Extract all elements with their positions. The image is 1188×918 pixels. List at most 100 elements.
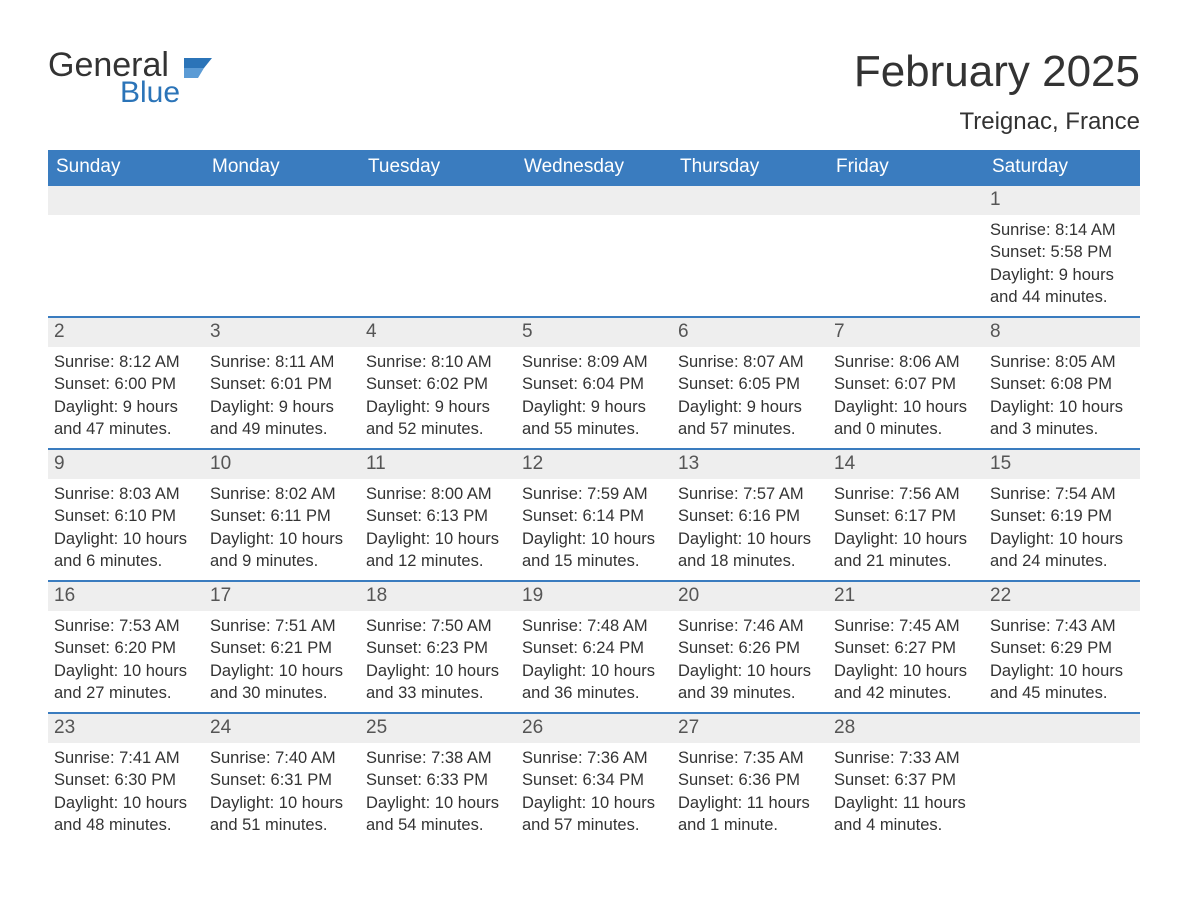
day-number: 19 bbox=[516, 580, 672, 611]
day-number: 2 bbox=[48, 316, 204, 347]
day-details: Sunrise: 7:56 AMSunset: 6:17 PMDaylight:… bbox=[828, 479, 984, 578]
sunset-line: Sunset: 6:21 PM bbox=[210, 637, 354, 659]
calendar-week: 2Sunrise: 8:12 AMSunset: 6:00 PMDaylight… bbox=[48, 316, 1140, 448]
calendar-cell bbox=[516, 184, 672, 316]
day-number: 20 bbox=[672, 580, 828, 611]
day-details: Sunrise: 8:12 AMSunset: 6:00 PMDaylight:… bbox=[48, 347, 204, 446]
day-details: Sunrise: 8:06 AMSunset: 6:07 PMDaylight:… bbox=[828, 347, 984, 446]
daylight-line: Daylight: 10 hours and 27 minutes. bbox=[54, 660, 198, 705]
empty-day-bar bbox=[984, 712, 1140, 743]
calendar-week: 9Sunrise: 8:03 AMSunset: 6:10 PMDaylight… bbox=[48, 448, 1140, 580]
daylight-line: Daylight: 10 hours and 21 minutes. bbox=[834, 528, 978, 573]
sunrise-line: Sunrise: 8:12 AM bbox=[54, 351, 198, 373]
calendar-cell: 14Sunrise: 7:56 AMSunset: 6:17 PMDayligh… bbox=[828, 448, 984, 580]
daylight-line: Daylight: 10 hours and 57 minutes. bbox=[522, 792, 666, 837]
sunrise-line: Sunrise: 7:50 AM bbox=[366, 615, 510, 637]
day-number: 18 bbox=[360, 580, 516, 611]
daylight-line: Daylight: 10 hours and 12 minutes. bbox=[366, 528, 510, 573]
sunset-line: Sunset: 6:31 PM bbox=[210, 769, 354, 791]
day-number: 16 bbox=[48, 580, 204, 611]
sunrise-line: Sunrise: 7:45 AM bbox=[834, 615, 978, 637]
daylight-line: Daylight: 9 hours and 44 minutes. bbox=[990, 264, 1134, 309]
header-row: General Blue February 2025 Treignac, Fra… bbox=[48, 48, 1140, 136]
daylight-line: Daylight: 9 hours and 47 minutes. bbox=[54, 396, 198, 441]
empty-day-bar bbox=[828, 184, 984, 215]
day-details: Sunrise: 7:46 AMSunset: 6:26 PMDaylight:… bbox=[672, 611, 828, 710]
sunrise-line: Sunrise: 8:07 AM bbox=[678, 351, 822, 373]
day-details: Sunrise: 7:45 AMSunset: 6:27 PMDaylight:… bbox=[828, 611, 984, 710]
day-number: 12 bbox=[516, 448, 672, 479]
sunrise-line: Sunrise: 7:41 AM bbox=[54, 747, 198, 769]
daylight-line: Daylight: 10 hours and 54 minutes. bbox=[366, 792, 510, 837]
calendar-cell: 12Sunrise: 7:59 AMSunset: 6:14 PMDayligh… bbox=[516, 448, 672, 580]
day-number: 14 bbox=[828, 448, 984, 479]
calendar-cell: 23Sunrise: 7:41 AMSunset: 6:30 PMDayligh… bbox=[48, 712, 204, 844]
daylight-line: Daylight: 9 hours and 49 minutes. bbox=[210, 396, 354, 441]
day-number: 24 bbox=[204, 712, 360, 743]
calendar-cell: 6Sunrise: 8:07 AMSunset: 6:05 PMDaylight… bbox=[672, 316, 828, 448]
day-number: 9 bbox=[48, 448, 204, 479]
calendar-cell: 27Sunrise: 7:35 AMSunset: 6:36 PMDayligh… bbox=[672, 712, 828, 844]
day-number: 22 bbox=[984, 580, 1140, 611]
sunset-line: Sunset: 6:33 PM bbox=[366, 769, 510, 791]
sunrise-line: Sunrise: 7:46 AM bbox=[678, 615, 822, 637]
calendar-table: SundayMondayTuesdayWednesdayThursdayFrid… bbox=[48, 150, 1140, 844]
calendar-cell: 16Sunrise: 7:53 AMSunset: 6:20 PMDayligh… bbox=[48, 580, 204, 712]
calendar-cell: 19Sunrise: 7:48 AMSunset: 6:24 PMDayligh… bbox=[516, 580, 672, 712]
sunrise-line: Sunrise: 8:05 AM bbox=[990, 351, 1134, 373]
daylight-line: Daylight: 10 hours and 45 minutes. bbox=[990, 660, 1134, 705]
calendar-cell: 21Sunrise: 7:45 AMSunset: 6:27 PMDayligh… bbox=[828, 580, 984, 712]
flag-icon bbox=[184, 54, 218, 87]
brand-text: General Blue bbox=[48, 48, 180, 108]
day-number: 21 bbox=[828, 580, 984, 611]
sunrise-line: Sunrise: 7:36 AM bbox=[522, 747, 666, 769]
day-number: 6 bbox=[672, 316, 828, 347]
calendar-cell: 15Sunrise: 7:54 AMSunset: 6:19 PMDayligh… bbox=[984, 448, 1140, 580]
title-block: February 2025 Treignac, France bbox=[854, 48, 1140, 136]
day-number: 7 bbox=[828, 316, 984, 347]
day-number: 5 bbox=[516, 316, 672, 347]
sunset-line: Sunset: 5:58 PM bbox=[990, 241, 1134, 263]
location-label: Treignac, France bbox=[854, 108, 1140, 136]
day-details: Sunrise: 7:57 AMSunset: 6:16 PMDaylight:… bbox=[672, 479, 828, 578]
calendar-cell: 10Sunrise: 8:02 AMSunset: 6:11 PMDayligh… bbox=[204, 448, 360, 580]
calendar-cell: 22Sunrise: 7:43 AMSunset: 6:29 PMDayligh… bbox=[984, 580, 1140, 712]
calendar-cell bbox=[984, 712, 1140, 844]
calendar-cell: 11Sunrise: 8:00 AMSunset: 6:13 PMDayligh… bbox=[360, 448, 516, 580]
calendar-week: 16Sunrise: 7:53 AMSunset: 6:20 PMDayligh… bbox=[48, 580, 1140, 712]
day-details: Sunrise: 7:38 AMSunset: 6:33 PMDaylight:… bbox=[360, 743, 516, 842]
sunset-line: Sunset: 6:26 PM bbox=[678, 637, 822, 659]
calendar-cell: 3Sunrise: 8:11 AMSunset: 6:01 PMDaylight… bbox=[204, 316, 360, 448]
day-number: 23 bbox=[48, 712, 204, 743]
empty-day-bar bbox=[672, 184, 828, 215]
calendar-header: SundayMondayTuesdayWednesdayThursdayFrid… bbox=[48, 150, 1140, 184]
day-number: 11 bbox=[360, 448, 516, 479]
daylight-line: Daylight: 10 hours and 39 minutes. bbox=[678, 660, 822, 705]
sunrise-line: Sunrise: 8:09 AM bbox=[522, 351, 666, 373]
sunset-line: Sunset: 6:23 PM bbox=[366, 637, 510, 659]
sunrise-line: Sunrise: 7:51 AM bbox=[210, 615, 354, 637]
calendar-cell: 18Sunrise: 7:50 AMSunset: 6:23 PMDayligh… bbox=[360, 580, 516, 712]
weekday-header: Wednesday bbox=[516, 150, 672, 184]
sunrise-line: Sunrise: 8:03 AM bbox=[54, 483, 198, 505]
daylight-line: Daylight: 9 hours and 52 minutes. bbox=[366, 396, 510, 441]
weekday-header: Saturday bbox=[984, 150, 1140, 184]
day-details: Sunrise: 8:07 AMSunset: 6:05 PMDaylight:… bbox=[672, 347, 828, 446]
day-details: Sunrise: 7:36 AMSunset: 6:34 PMDaylight:… bbox=[516, 743, 672, 842]
calendar-cell: 26Sunrise: 7:36 AMSunset: 6:34 PMDayligh… bbox=[516, 712, 672, 844]
sunset-line: Sunset: 6:07 PM bbox=[834, 373, 978, 395]
daylight-line: Daylight: 10 hours and 36 minutes. bbox=[522, 660, 666, 705]
day-number: 28 bbox=[828, 712, 984, 743]
day-details: Sunrise: 7:53 AMSunset: 6:20 PMDaylight:… bbox=[48, 611, 204, 710]
sunrise-line: Sunrise: 7:38 AM bbox=[366, 747, 510, 769]
daylight-line: Daylight: 10 hours and 48 minutes. bbox=[54, 792, 198, 837]
day-number: 25 bbox=[360, 712, 516, 743]
brand-word-blue: Blue bbox=[120, 78, 180, 108]
day-details: Sunrise: 8:11 AMSunset: 6:01 PMDaylight:… bbox=[204, 347, 360, 446]
day-details: Sunrise: 7:43 AMSunset: 6:29 PMDaylight:… bbox=[984, 611, 1140, 710]
sunset-line: Sunset: 6:11 PM bbox=[210, 505, 354, 527]
day-details: Sunrise: 8:02 AMSunset: 6:11 PMDaylight:… bbox=[204, 479, 360, 578]
sunrise-line: Sunrise: 7:40 AM bbox=[210, 747, 354, 769]
sunset-line: Sunset: 6:08 PM bbox=[990, 373, 1134, 395]
calendar-cell: 7Sunrise: 8:06 AMSunset: 6:07 PMDaylight… bbox=[828, 316, 984, 448]
